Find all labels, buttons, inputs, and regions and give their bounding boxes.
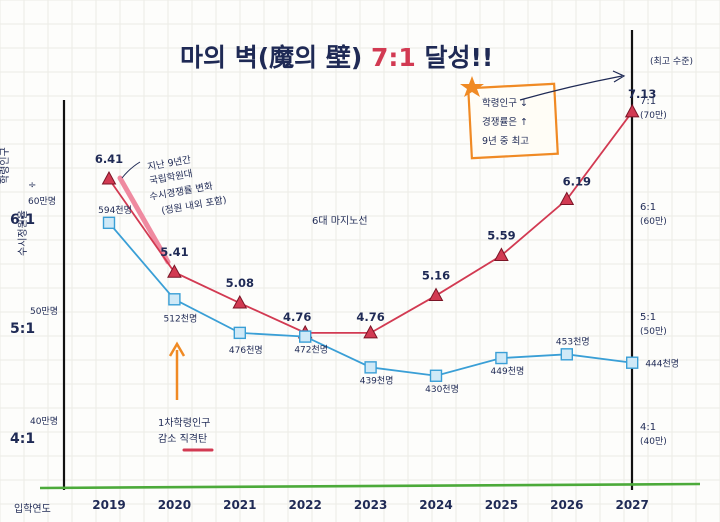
callout-box xyxy=(467,82,559,160)
star-icon xyxy=(460,76,484,97)
title-part-c: 의 xyxy=(294,43,326,72)
right-tick-sub-7: (70만) xyxy=(640,110,667,121)
left-tick-label-6: 6:1 xyxy=(10,212,35,228)
chart-title: 마의 벽(魔의 壁) 7:1 달성!! xyxy=(180,43,493,72)
ratio-point-2019 xyxy=(101,170,117,185)
x-tick-label-2026: 2026 xyxy=(550,498,583,512)
ratio-label-2019: 6.41 xyxy=(95,152,123,166)
ratio-point-2027 xyxy=(624,103,640,118)
right-tick-label-5: 5:1 xyxy=(640,312,656,323)
left-tick-label-5: 5:1 xyxy=(10,321,35,337)
population-label-2022: 472천명 xyxy=(294,345,328,356)
right-tick-sub-5: (50만) xyxy=(640,326,667,337)
ratio-label-2023: 4.76 xyxy=(356,310,384,324)
population-point-2020 xyxy=(168,293,181,306)
x-tick-label-2025: 2025 xyxy=(485,498,518,512)
x-tick-label-2023: 2023 xyxy=(354,498,387,512)
x-tick-label-2027: 2027 xyxy=(615,498,648,512)
title-part-f: 7:1 xyxy=(371,43,416,72)
left-axis-caption-1: 학령인구 xyxy=(0,147,11,184)
ratio-label-2026: 6.19 xyxy=(563,175,591,189)
ratio-label-2022: 4.76 xyxy=(283,310,311,324)
right-tick-label-7: 7:1 xyxy=(640,96,656,107)
callout-line-2: 경쟁률은 ↑ xyxy=(482,116,528,128)
title-part-b: 魔 xyxy=(269,43,294,72)
population-point-2021 xyxy=(233,326,247,340)
ratio-label-2027: 7.13 xyxy=(628,87,656,101)
x-axis-label: 입학연도 xyxy=(14,502,51,515)
ratio-point-2021 xyxy=(232,294,248,309)
arrow-note-line-2: 감소 직격탄 xyxy=(158,432,207,445)
x-tick-label-2020: 2020 xyxy=(158,498,191,512)
population-label-2026: 453천명 xyxy=(556,336,590,347)
callout-line-1: 학령인구 ↓ xyxy=(482,97,528,109)
x-tick-label-2022: 2022 xyxy=(288,498,321,512)
ratio-point-2020 xyxy=(167,264,182,278)
left-axis-caption-2: ÷ xyxy=(28,180,36,191)
title-part-e: ) xyxy=(351,43,371,72)
population-label-2023: 439천명 xyxy=(360,375,394,386)
right-tick-sub-4: (40만) xyxy=(640,436,667,447)
x-axis-line xyxy=(39,482,701,490)
population-label-2020: 512천명 xyxy=(164,313,198,324)
series-layer: 6.41 5.41 5.08 4.76 4.76 5.16 5.59 6.19 7.13 594천… xyxy=(95,87,679,395)
ratio-label-2024: 5.16 xyxy=(422,269,450,283)
title-part-g: 달성!! xyxy=(416,43,494,72)
left-tick-sub-4: 40만명 xyxy=(30,416,58,427)
x-tick-label-2021: 2021 xyxy=(223,498,256,512)
population-label-2019: 594천명 xyxy=(98,205,132,216)
x-tick-labels: 2019 2020 2021 2022 2023 2024 2025 2026 2027 xyxy=(92,498,649,512)
population-point-2025 xyxy=(495,351,508,365)
ratio-point-2025 xyxy=(494,247,509,261)
x-tick-label-2019: 2019 xyxy=(92,498,125,512)
population-label-2025: 449천명 xyxy=(491,366,525,377)
right-axis-caption: (최고 수준) xyxy=(650,56,693,67)
ratio-label-2021: 5.08 xyxy=(226,276,254,290)
population-label-2027: 444천명 xyxy=(645,359,679,370)
left-axis-caption-3: 수시정원율 xyxy=(17,210,29,256)
ratio-label-2020: 5.41 xyxy=(160,245,188,259)
right-tick-label-4: 4:1 xyxy=(640,422,656,433)
callout-arrow-line xyxy=(519,75,623,101)
population-point-2026 xyxy=(560,348,573,361)
population-label-2021: 476천명 xyxy=(229,345,263,356)
x-tick-label-2024: 2024 xyxy=(419,498,452,512)
population-point-2023 xyxy=(364,361,377,374)
orange-arrow-head xyxy=(168,341,186,357)
ratio-label-2025: 5.59 xyxy=(487,228,515,242)
arrow-note-line-1: 1차학령인구 xyxy=(158,417,210,429)
population-point-2019 xyxy=(102,216,116,230)
population-point-2022 xyxy=(299,330,312,343)
left-tick-sub-6: 60만명 xyxy=(28,196,56,207)
highlight-stroke-2019 xyxy=(117,175,171,265)
callout-line-3: 9년 중 최고 xyxy=(482,136,529,147)
population-point-2024 xyxy=(429,369,443,382)
title-part-d: 壁 xyxy=(326,43,351,72)
left-tick-label-4: 4:1 xyxy=(10,431,35,447)
callout-arrow-head xyxy=(612,70,626,83)
ratio-point-2026 xyxy=(559,191,575,206)
ratio-point-2023 xyxy=(363,324,378,339)
note-pointer-line xyxy=(121,161,141,179)
center-note: 6대 마지노선 xyxy=(312,215,368,227)
right-tick-label-6: 6:1 xyxy=(640,202,656,213)
population-label-2024: 430천명 xyxy=(425,384,459,395)
title-part-a: 마의 벽( xyxy=(180,43,269,72)
population-point-2027 xyxy=(626,356,639,369)
right-tick-sub-6: (60만) xyxy=(640,216,667,227)
left-tick-sub-5: 50만명 xyxy=(30,306,58,317)
ratio-point-2024 xyxy=(428,287,444,302)
